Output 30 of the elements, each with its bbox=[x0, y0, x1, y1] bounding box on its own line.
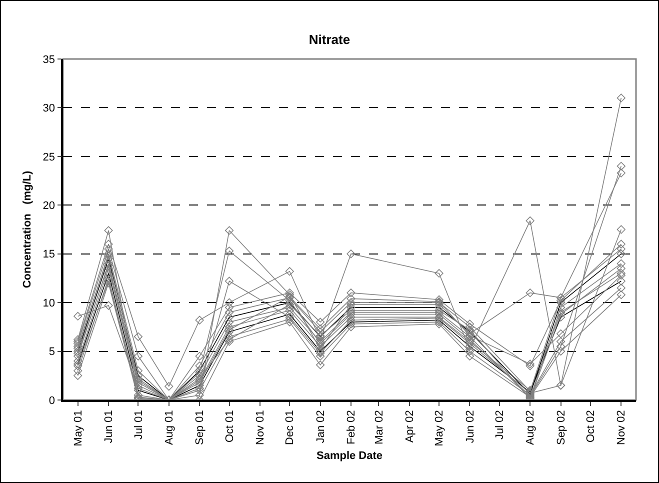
y-tick-label: 35 bbox=[42, 54, 56, 66]
y-tick-label: 5 bbox=[48, 346, 56, 358]
x-tick-label: Jan 02 bbox=[314, 410, 327, 444]
x-tick-label: Sep 01 bbox=[194, 410, 206, 446]
x-tick-label: Aug 01 bbox=[163, 410, 176, 446]
x-tick-label: Sep 02 bbox=[555, 410, 568, 446]
x-tick-label: Feb 02 bbox=[346, 410, 358, 444]
x-tick-label: Nov 02 bbox=[616, 410, 628, 446]
x-tick-label: Jul 02 bbox=[494, 410, 506, 440]
y-tick-label: 25 bbox=[42, 151, 56, 164]
x-tick-label: Nov 01 bbox=[254, 410, 267, 446]
x-axis-title: Sample Date bbox=[316, 450, 383, 462]
y-tick-label: 20 bbox=[42, 200, 56, 212]
y-tick-label: 15 bbox=[42, 248, 56, 261]
x-tick-label: Jun 02 bbox=[464, 410, 476, 444]
y-tick-label: 0 bbox=[48, 394, 56, 407]
x-tick-label: May 02 bbox=[434, 410, 446, 446]
x-tick-label: Apr 02 bbox=[404, 410, 416, 443]
x-tick-label: Aug 02 bbox=[524, 410, 537, 446]
x-tick-label: Oct 01 bbox=[224, 410, 236, 443]
x-tick-label: Oct 02 bbox=[585, 410, 598, 443]
x-tick-label: Dec 01 bbox=[284, 410, 296, 446]
y-axis-title: Concentration (mg/L) bbox=[22, 170, 34, 288]
x-tick-label: Mar 02 bbox=[373, 410, 386, 444]
x-tick-label: Jun 01 bbox=[103, 410, 116, 444]
x-tick-label: Jul 01 bbox=[132, 410, 145, 440]
y-tick-label: 30 bbox=[42, 102, 56, 115]
x-tick-label: May 01 bbox=[72, 410, 84, 446]
y-tick-label: 10 bbox=[42, 297, 56, 310]
chart-title: Nitrate bbox=[308, 32, 350, 47]
